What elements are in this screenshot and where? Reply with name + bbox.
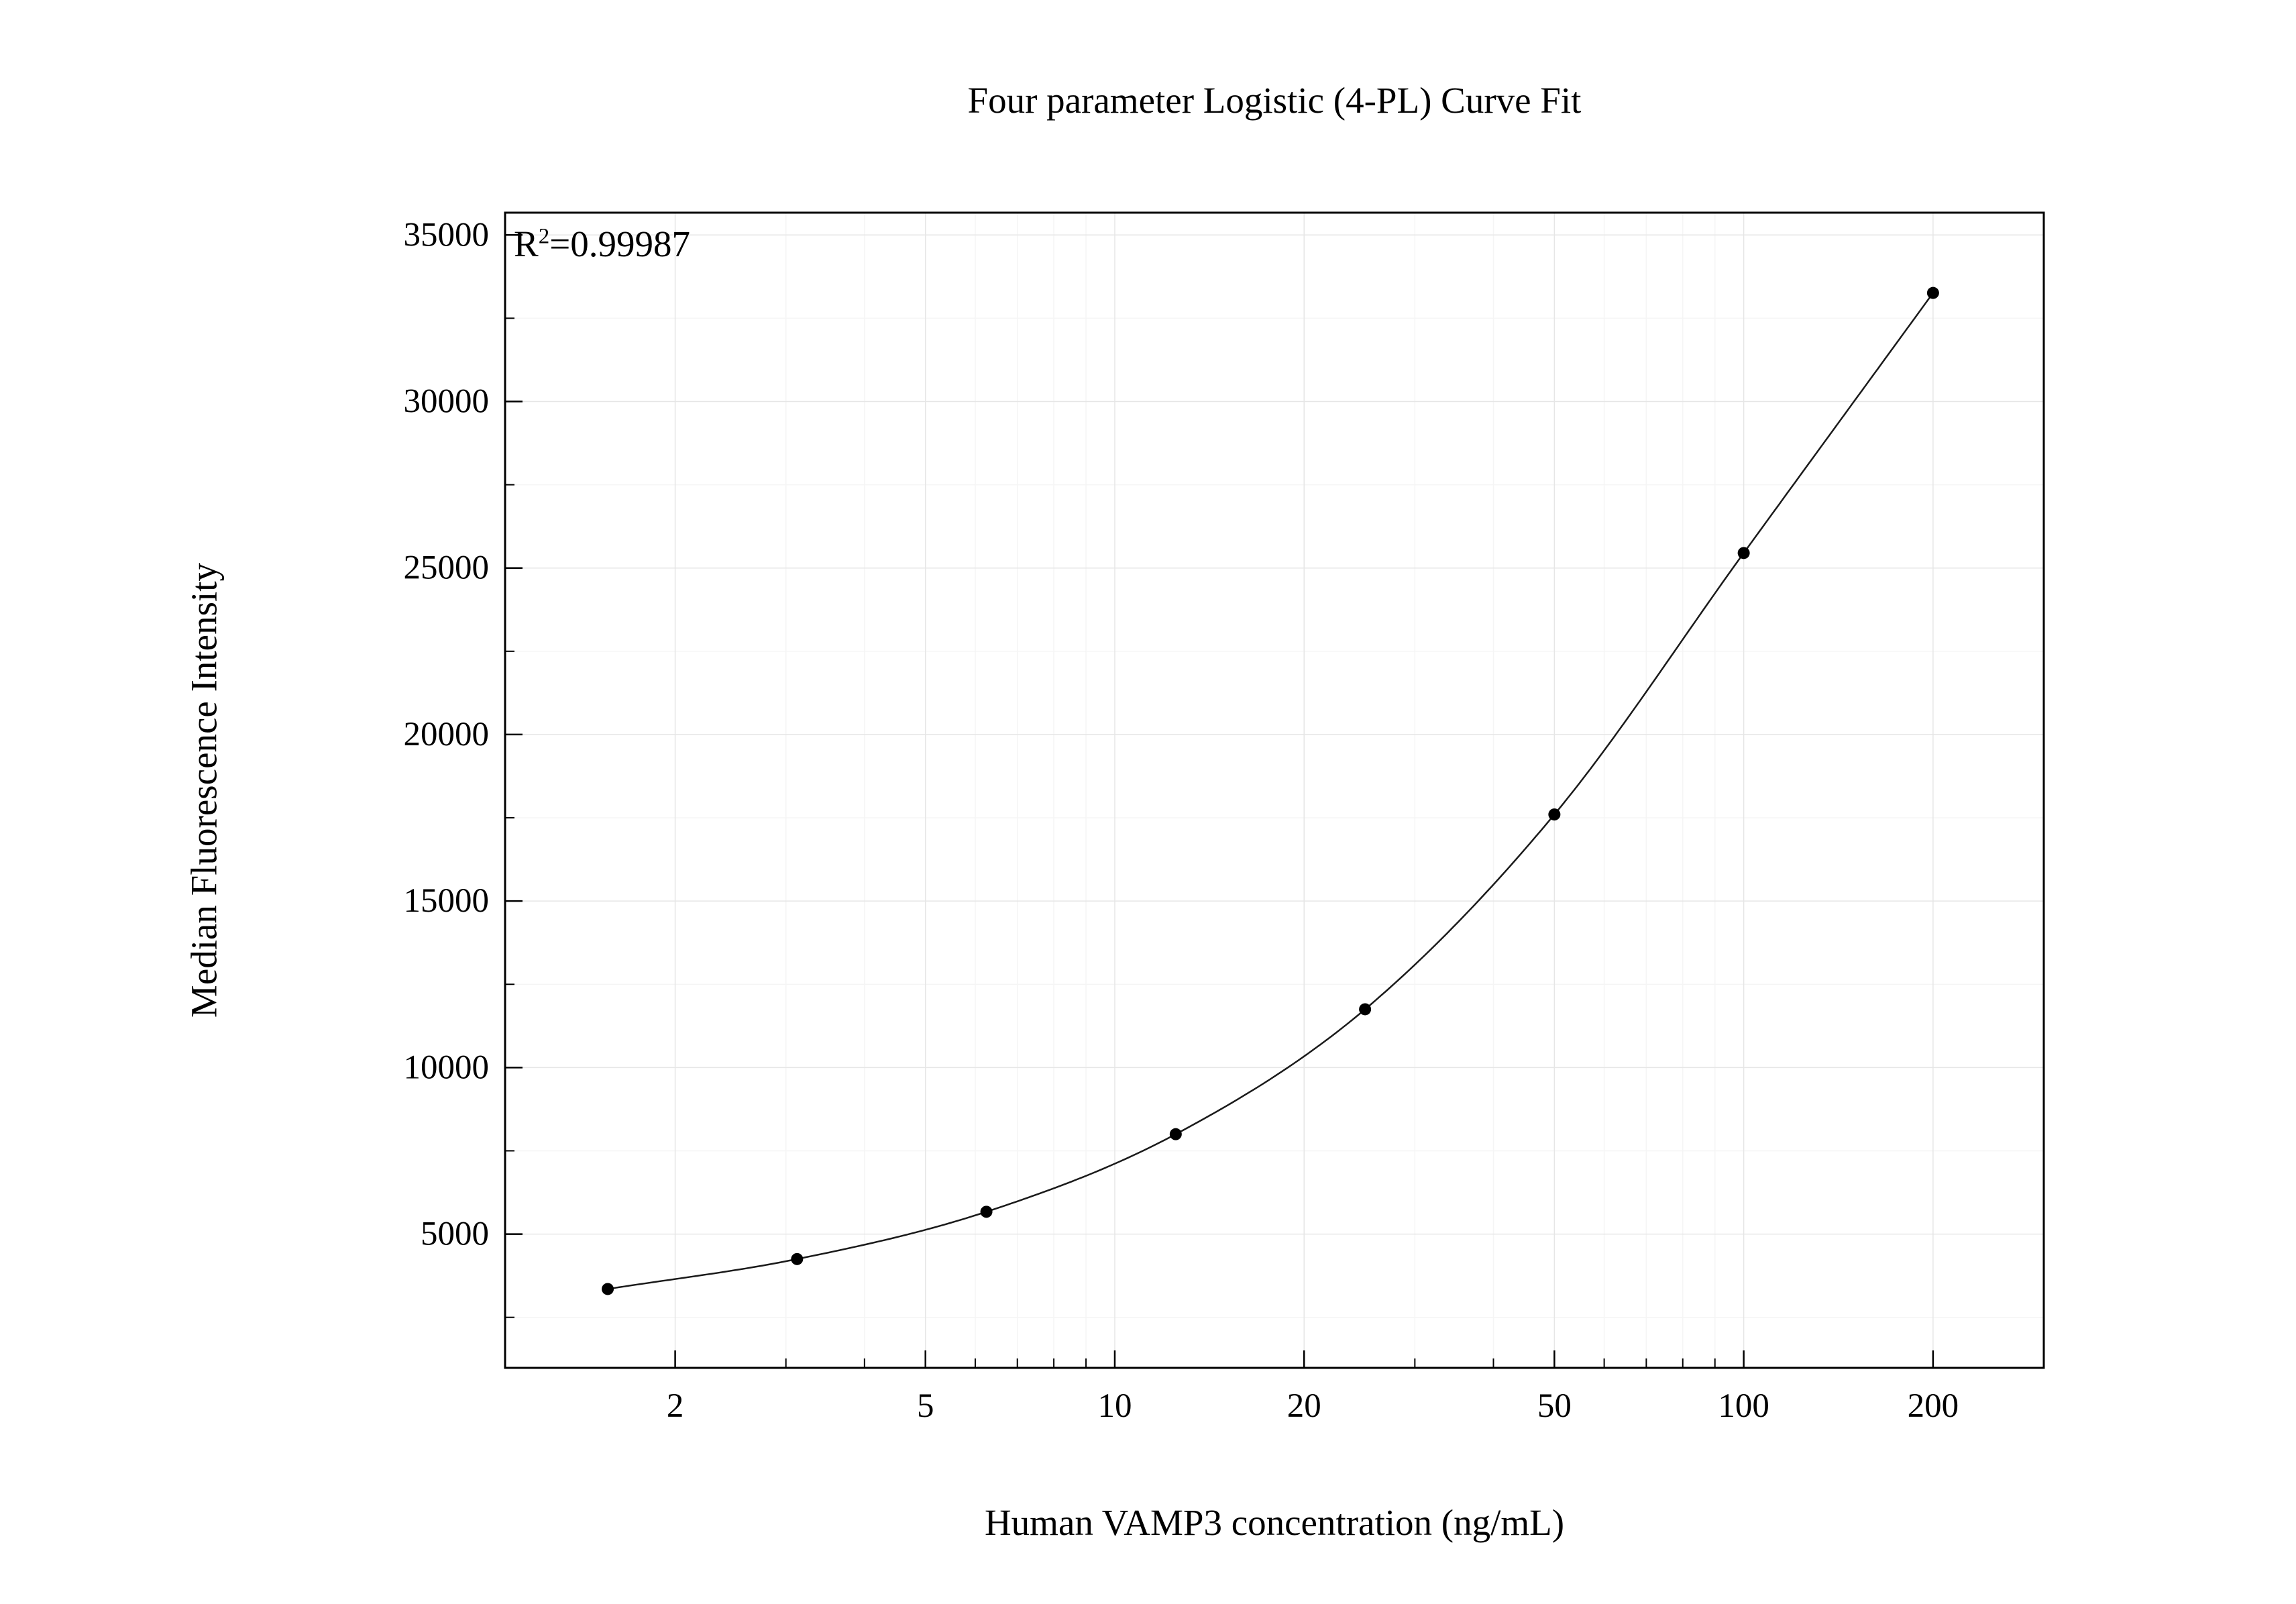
data-point [1169, 1128, 1182, 1140]
data-point [1548, 808, 1561, 821]
data-point [1737, 547, 1750, 559]
x-tick-label: 20 [1287, 1387, 1321, 1425]
x-axis-label: Human VAMP3 concentration (ng/mL) [984, 1502, 1565, 1543]
r-squared-exponent: 2 [538, 224, 550, 249]
y-tick-label: 5000 [421, 1216, 489, 1253]
y-tick-label: 20000 [404, 716, 490, 753]
data-point [602, 1283, 614, 1295]
x-tick-label: 200 [1908, 1387, 1959, 1425]
data-point [1926, 286, 1939, 299]
r-squared-value: =0.99987 [549, 223, 690, 264]
data-point [1359, 1003, 1372, 1016]
y-tick-label: 25000 [404, 549, 490, 587]
y-tick-label: 10000 [404, 1049, 490, 1086]
r-squared-base: R [514, 223, 539, 264]
y-tick-label: 30000 [404, 382, 490, 420]
data-point [980, 1206, 993, 1218]
y-tick-label: 35000 [404, 216, 490, 254]
x-tick-label: 100 [1718, 1387, 1769, 1425]
y-axis-label: Median Fluorescence Intensity [183, 562, 225, 1018]
fit-curve [607, 292, 1934, 1290]
x-tick-label: 10 [1097, 1387, 1132, 1425]
x-tick-label: 5 [917, 1387, 934, 1425]
r-squared-annotation: R2=0.99987 [514, 223, 690, 265]
y-tick-label: 15000 [404, 882, 490, 920]
x-tick-label: 50 [1537, 1387, 1572, 1425]
chart-title: Four parameter Logistic (4-PL) Curve Fit [967, 80, 1582, 121]
data-point [791, 1252, 804, 1265]
plot-frame [504, 211, 2045, 1369]
x-tick-label: 2 [667, 1387, 684, 1425]
